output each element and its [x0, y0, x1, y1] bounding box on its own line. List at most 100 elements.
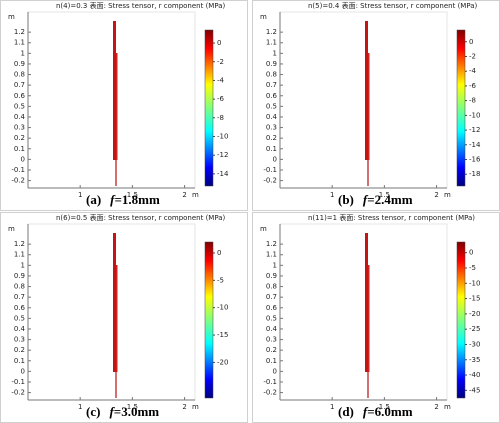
field-strip — [365, 21, 368, 160]
colorbar-tick-label: -8 — [469, 97, 476, 105]
y-tick-label: 1 — [21, 49, 25, 57]
colorbar-tick-label: -10 — [469, 111, 480, 119]
panel: n(11)=1 表面: Stress tensor, r component (… — [252, 212, 500, 423]
y-tick-label: 0.5 — [14, 314, 25, 322]
y-tick-label: 0.7 — [266, 81, 277, 89]
y-tick-label: 1.1 — [14, 39, 25, 47]
y-tick-label: -0.2 — [11, 177, 25, 185]
x-tick-label: 2 — [182, 403, 186, 411]
y-axis-label: m — [8, 13, 15, 21]
y-tick-label: 1.2 — [14, 28, 25, 36]
caption-symbol: f — [109, 404, 115, 419]
y-tick-label: 0.6 — [14, 92, 26, 100]
y-tick-label: 0.7 — [14, 293, 25, 301]
y-tick-label: 1 — [21, 261, 25, 269]
plot-title: n(6)=0.5 表面: Stress tensor, r component … — [56, 213, 226, 222]
colorbar-tick-label: -14 — [469, 141, 481, 149]
colorbar-tick-label: 0 — [217, 249, 221, 257]
y-tick-label: -0.1 — [263, 166, 277, 174]
colorbar-tick-label: -5 — [217, 276, 224, 284]
y-tick-label: 0 — [21, 155, 25, 163]
y-tick-label: 0.9 — [266, 272, 277, 280]
y-tick-label: 0.3 — [266, 124, 277, 132]
colorbar-tick-label: -4 — [469, 67, 477, 75]
x-tick-label: 1 — [330, 403, 334, 411]
colorbar-tick-label: -16 — [469, 156, 481, 164]
y-tick-label: 0.4 — [14, 113, 26, 121]
y-axis-label: m — [8, 225, 15, 233]
x-axis-label: m — [444, 191, 451, 199]
caption: (a) f=1.8mm — [86, 192, 160, 207]
x-tick-label: 1.5 — [379, 403, 390, 411]
x-tick-label: 1 — [330, 191, 334, 199]
y-tick-label: 1.1 — [266, 39, 277, 47]
y-tick-label: -0.2 — [11, 389, 25, 397]
colorbar-tick-label: -2 — [469, 52, 476, 60]
y-tick-label: 0.8 — [266, 283, 277, 291]
y-tick-label: 0.8 — [266, 71, 277, 79]
colorbar-tick-label: -20 — [217, 358, 228, 366]
x-tick-label: 1 — [78, 403, 82, 411]
y-tick-label: 0.3 — [14, 124, 25, 132]
colorbar-tick-label: -15 — [217, 331, 228, 339]
caption-label: (c) — [86, 404, 100, 419]
y-tick-label: 0.4 — [266, 325, 278, 333]
panel: n(4)=0.3 表面: Stress tensor, r component … — [0, 0, 248, 211]
caption-symbol: f — [363, 192, 369, 207]
caption-value: =3.0mm — [114, 404, 159, 419]
caption-value: =1.8mm — [115, 192, 160, 207]
caption-symbol: f — [363, 404, 369, 419]
colorbar — [456, 29, 466, 187]
y-tick-label: -0.1 — [11, 378, 25, 386]
field-strip — [113, 21, 116, 160]
plot-title: n(11)=1 表面: Stress tensor, r component (… — [308, 213, 475, 222]
y-tick-label: 0.6 — [14, 304, 26, 312]
caption-value: =2.4mm — [367, 192, 412, 207]
y-tick-label: 0 — [273, 155, 277, 163]
y-tick-label: 0.7 — [266, 293, 277, 301]
x-tick-label: 1.5 — [379, 191, 390, 199]
colorbar-tick-label: 0 — [469, 38, 473, 46]
colorbar-tick-label: -6 — [217, 95, 225, 103]
field-edge — [368, 265, 370, 372]
y-tick-label: 0.5 — [266, 314, 277, 322]
y-tick-label: 0.4 — [266, 113, 278, 121]
y-tick-label: 0.9 — [266, 60, 277, 68]
plot-title: n(4)=0.3 表面: Stress tensor, r component … — [56, 1, 226, 10]
caption-symbol: f — [110, 192, 116, 207]
colorbar-tick-label: -10 — [469, 279, 480, 287]
x-axis-label: m — [192, 403, 199, 411]
y-tick-label: 0.5 — [14, 102, 25, 110]
x-tick-label: 1.5 — [127, 403, 138, 411]
y-tick-label: 0.2 — [14, 134, 25, 142]
colorbar-tick-label: 0 — [469, 249, 473, 257]
y-axis-label: m — [260, 13, 267, 21]
y-tick-label: 1 — [273, 49, 277, 57]
colorbar-tick-label: -10 — [217, 132, 228, 140]
colorbar-tick-label: -12 — [217, 151, 228, 159]
field-strip — [365, 233, 368, 372]
colorbar-tick-label: -4 — [217, 76, 225, 84]
field-edge — [116, 53, 118, 160]
y-tick-label: 1.1 — [266, 251, 277, 259]
y-tick-label: 0.5 — [266, 102, 277, 110]
colorbar — [456, 241, 466, 399]
y-tick-label: 0.1 — [266, 357, 277, 365]
colorbar-tick-label: -2 — [217, 58, 224, 66]
y-tick-label: 1.2 — [266, 240, 277, 248]
y-tick-label: -0.2 — [263, 389, 277, 397]
caption-label: (d) — [338, 404, 354, 419]
x-axis-label: m — [192, 191, 199, 199]
caption: (d) f=6.0mm — [338, 404, 413, 419]
y-tick-label: 0.2 — [266, 134, 277, 142]
y-tick-label: -0.1 — [263, 378, 277, 386]
colorbar-tick-label: -30 — [469, 340, 480, 348]
x-tick-label: 2 — [434, 403, 438, 411]
y-tick-label: 0 — [21, 367, 25, 375]
x-tick-label: 2 — [434, 191, 438, 199]
y-tick-label: 1.2 — [14, 240, 25, 248]
colorbar-tick-label: -8 — [217, 114, 224, 122]
y-tick-label: 0.8 — [14, 283, 25, 291]
caption-value: =6.0mm — [367, 404, 412, 419]
